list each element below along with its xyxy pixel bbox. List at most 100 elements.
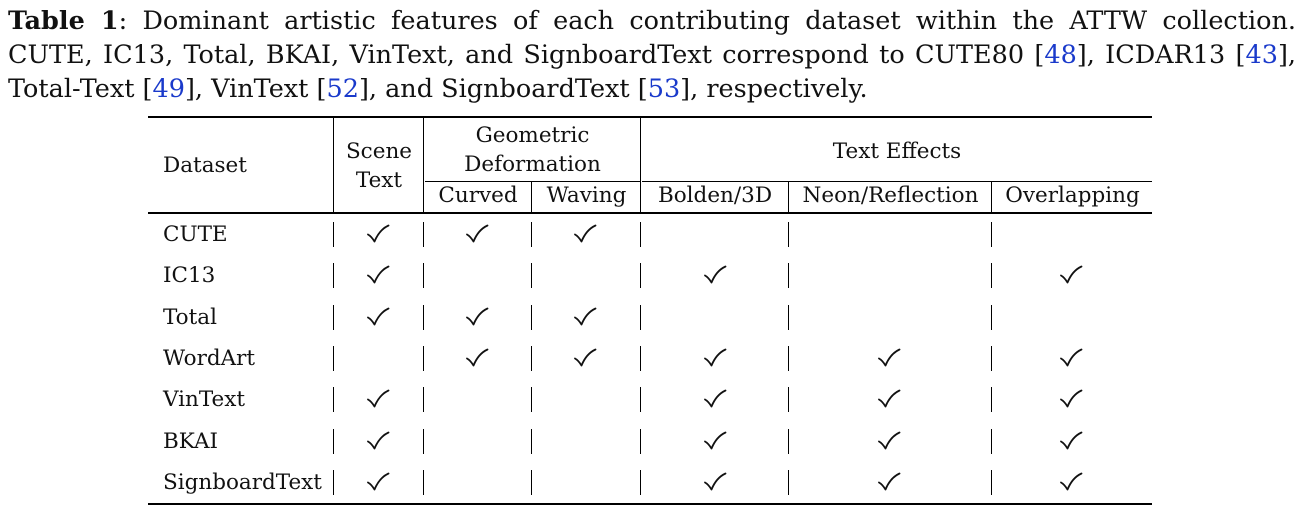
checkmark-icon [574, 224, 597, 243]
checkmark-icon [704, 472, 727, 491]
caption-label: Table 1 [8, 6, 119, 36]
column-header-waving: Waving [546, 183, 627, 208]
checkmark-icon [878, 472, 901, 491]
checkmark-icon [878, 348, 901, 367]
column-header-geometric-line2: Deformation [464, 152, 601, 177]
checkmark-icon [1060, 472, 1083, 491]
geometric-subheader-rule [425, 181, 640, 182]
column-header-text-effects: Text Effects [832, 139, 962, 164]
column-divider [640, 222, 642, 247]
citation-link-vintext[interactable]: 52 [326, 74, 359, 104]
checkmark-icon [574, 348, 597, 367]
column-header-dataset: Dataset [163, 153, 247, 178]
header-divider [531, 181, 533, 212]
column-header-bolden3d: Bolden/3D [657, 183, 773, 208]
citation-link-icdar13[interactable]: 43 [1245, 40, 1278, 70]
caption-line3-b: ], VinText [ [184, 74, 327, 104]
column-divider [531, 387, 533, 413]
column-divider [991, 428, 993, 454]
table-caption: Table 1: Dominant artistic features of e… [8, 4, 1296, 106]
checkmark-icon [704, 265, 727, 284]
checkmark-icon [367, 472, 390, 491]
checkmark-icon [466, 348, 489, 367]
citation-link-cute80[interactable]: 48 [1044, 40, 1077, 70]
column-divider [991, 222, 993, 247]
column-header-curved: Curved [438, 183, 518, 208]
dataset-name: SignboardText [163, 469, 322, 495]
checkmark-icon [1060, 389, 1083, 408]
dataset-name: CUTE [163, 222, 228, 247]
column-divider [640, 469, 642, 495]
checkmark-icon [367, 224, 390, 243]
checkmark-icon [367, 307, 390, 325]
column-divider [788, 387, 790, 413]
checkmark-icon [704, 348, 727, 367]
column-divider [991, 345, 993, 371]
header-divider [991, 181, 993, 212]
column-header-scene-line2: Text [355, 168, 403, 193]
column-header-geometric-line1: Geometric [475, 123, 590, 148]
column-divider [333, 304, 335, 330]
column-divider [788, 304, 790, 330]
caption-line3-a: Text [ [79, 74, 153, 104]
dataset-name: Total [163, 304, 217, 330]
column-divider [788, 469, 790, 495]
checkmark-icon [878, 389, 901, 408]
citation-link-total[interactable]: 49 [152, 74, 185, 104]
column-divider [991, 387, 993, 413]
column-divider [531, 304, 533, 330]
column-divider [788, 428, 790, 454]
checkmark-icon [704, 389, 727, 408]
checkmark-icon [1060, 265, 1083, 284]
caption-line3-c: ], and SignboardText [ [358, 74, 648, 104]
column-divider [423, 304, 425, 330]
caption-line2-c: ], Total- [8, 40, 1296, 104]
column-divider [333, 469, 335, 495]
column-divider [640, 428, 642, 454]
checkmark-icon [367, 431, 390, 449]
column-divider [333, 222, 335, 247]
column-header-neon: Neon/Reflection [802, 183, 979, 208]
caption-line2-a: IC13, Total, BKAI, VinText, and Signboar… [103, 40, 1045, 70]
column-divider [423, 428, 425, 454]
column-header-overlapping: Overlapping [1005, 183, 1140, 208]
checkmark-icon [574, 307, 597, 325]
checkmark-icon [367, 265, 390, 284]
checkmark-icon [1060, 431, 1083, 449]
checkmark-icon [466, 307, 489, 325]
column-divider [531, 428, 533, 454]
text-effects-subheader-rule [642, 181, 1152, 182]
column-divider [788, 263, 790, 289]
column-divider [333, 263, 335, 289]
header-divider [423, 118, 425, 212]
column-header-scene-line1: Scene [345, 139, 413, 164]
table-header-rule [148, 212, 1152, 214]
dataset-name: VinText [163, 387, 246, 413]
header-divider [640, 118, 642, 212]
column-divider [423, 222, 425, 247]
column-divider [991, 469, 993, 495]
column-divider [640, 345, 642, 371]
header-divider [333, 118, 335, 212]
caption-line1: : Dominant artistic features of each con… [8, 6, 1296, 70]
citation-link-signboard[interactable]: 53 [647, 74, 681, 104]
dataset-name: BKAI [163, 428, 219, 454]
column-divider [788, 222, 790, 247]
column-divider [333, 387, 335, 413]
column-divider [333, 428, 335, 454]
column-divider [531, 469, 533, 495]
caption-line3-d: ], respectively. [680, 74, 868, 104]
checkmark-icon [466, 224, 489, 243]
header-divider [788, 181, 790, 212]
column-divider [531, 222, 533, 247]
column-divider [423, 469, 425, 495]
dataset-name: IC13 [163, 263, 216, 289]
column-divider [333, 345, 335, 371]
checkmark-icon [1060, 348, 1083, 367]
table-top-rule [148, 116, 1152, 118]
checkmark-icon [704, 431, 727, 449]
dataset-name: WordArt [163, 345, 256, 371]
column-divider [788, 345, 790, 371]
checkmark-icon [878, 431, 901, 449]
column-divider [423, 345, 425, 371]
